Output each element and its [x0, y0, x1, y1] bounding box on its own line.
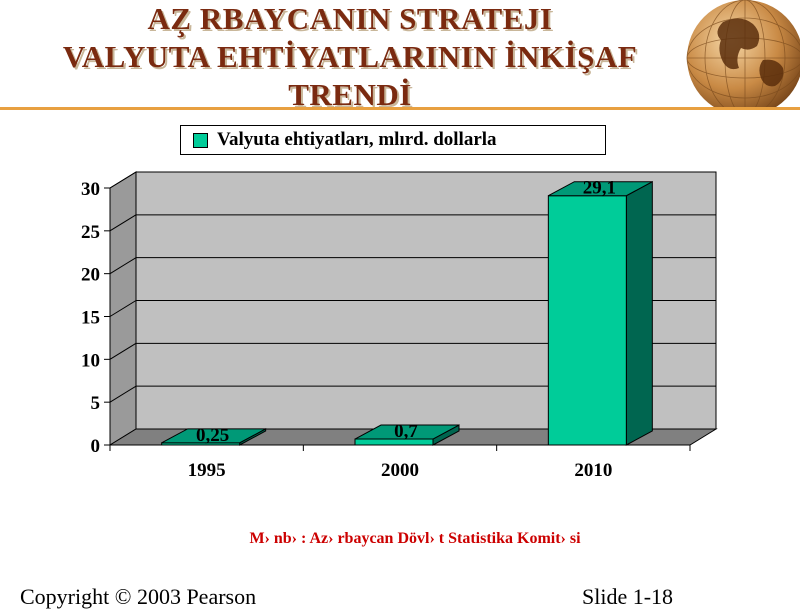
bar-top: [354, 424, 460, 440]
title-line-1: AZ̧ RBAYCANIN STRATEJI: [147, 1, 553, 36]
gridline-side: [109, 171, 137, 189]
y-tick-label: 30: [81, 179, 100, 200]
slide-title: AZ̧ RBAYCANIN STRATEJI VALYUTA EHTİYATLA…: [0, 0, 700, 114]
y-tick-label: 20: [81, 265, 100, 286]
bar-top: [548, 181, 653, 197]
gridline-side: [109, 300, 137, 317]
y-tick-label: 0: [91, 436, 101, 457]
legend-label: Valyuta ehtiyatları, mlırd. dollarla: [217, 129, 497, 150]
bar-chart: 0 5 10 15 20 25 30 0,25 1995 0,7 2000 29,1 2010: [81, 171, 718, 481]
bar: [547, 195, 627, 446]
legend-swatch: [193, 132, 208, 148]
data-label: 29,1: [583, 178, 616, 199]
title-divider: [0, 107, 800, 110]
gridline-side: [109, 385, 137, 403]
source-note: M› nb› : Az› rbaycan Dövl› t Statistika …: [249, 530, 581, 547]
x-tick-label: 2010: [574, 460, 612, 481]
y-tick-label: 5: [91, 393, 101, 414]
bar-side: [625, 180, 653, 446]
x-tick-label: 1995: [188, 460, 226, 481]
gridline-side: [109, 214, 137, 232]
gridline-side: [109, 342, 137, 360]
slide-number: Slide 1-18: [582, 584, 674, 609]
gridline-side: [109, 257, 137, 275]
y-tick-label: 15: [81, 308, 100, 329]
data-label: 0,7: [394, 421, 418, 442]
bar-top: [161, 428, 266, 444]
globe-icon: [686, 0, 800, 107]
x-tick-label: 2000: [381, 460, 419, 481]
title-line-2: VALYUTA EHTİYATLARININ İNKİŞAF: [62, 39, 638, 74]
y-tick-label: 10: [81, 350, 100, 371]
copyright-text: Copyright © 2003 Pearson: [20, 584, 257, 609]
title-line-3: TRENDİ: [288, 77, 412, 112]
y-tick-label: 25: [81, 222, 100, 243]
chart-legend: Valyuta ehtiyatları, mlırd. dollarla: [180, 125, 606, 155]
data-label: 0,25: [196, 425, 229, 446]
